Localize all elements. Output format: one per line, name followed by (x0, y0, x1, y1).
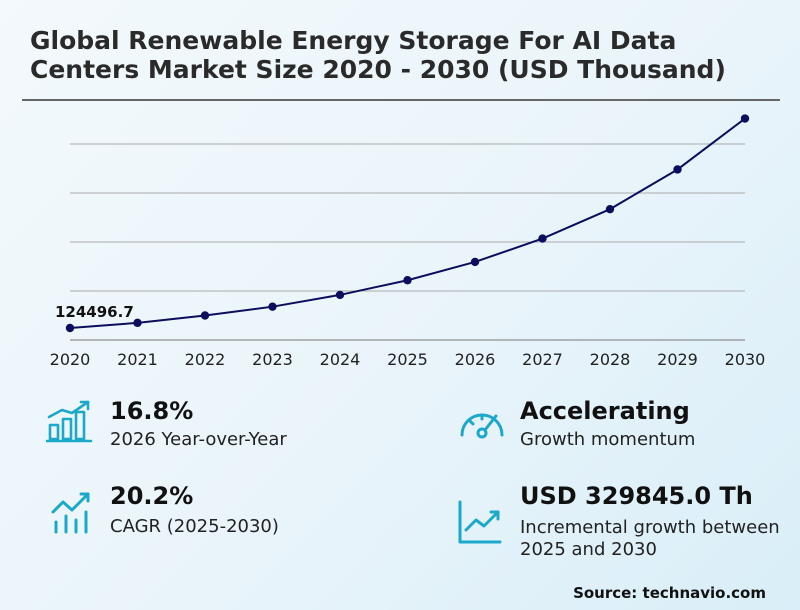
yoy-value: 16.8% (110, 397, 194, 425)
bar-growth-icon (46, 400, 93, 443)
source-note: Source: technavio.com (573, 584, 766, 602)
series-line (69, 117, 746, 329)
x-tick-label: 2030 (725, 350, 766, 369)
cagr-label: CAGR (2025-2030) (110, 516, 279, 537)
data-point (200, 311, 210, 320)
x-tick-label: 2026 (455, 350, 496, 369)
data-point (403, 276, 412, 285)
x-tick-label: 2020 (50, 350, 91, 369)
x-tick-label: 2022 (185, 350, 226, 369)
grid-lines (70, 143, 745, 341)
yoy-stat: 16.8% 2026 Year-over-Year (46, 395, 406, 455)
x-tick-label: 2027 (522, 350, 563, 369)
momentum-stat: Accelerating Growth momentum (456, 395, 796, 455)
x-axis-ticks: 2020 2021 2022 2023 2024 2025 2026 2027 2028 2029… (50, 350, 766, 369)
trend-bars-icon (51, 492, 90, 534)
x-tick-label: 2025 (387, 350, 428, 369)
incremental-label: Incremental growth between 2025 and 2030 (520, 517, 780, 560)
data-point (65, 323, 75, 333)
data-point (133, 318, 142, 328)
yoy-label: 2026 Year-over-Year (110, 429, 287, 450)
data-point (268, 302, 277, 311)
cagr-value: 20.2% (110, 482, 194, 510)
data-point (673, 165, 682, 174)
chart-title: Global Renewable Energy Storage For AI D… (30, 26, 726, 84)
x-tick-label: 2023 (252, 350, 293, 369)
data-point (605, 204, 615, 214)
incremental-value: USD 329845.0 Th (520, 482, 753, 510)
data-labels: 124496.7 (55, 303, 134, 321)
data-point (470, 257, 480, 267)
x-tick-label: 2028 (590, 350, 631, 369)
incremental-stat: USD 329845.0 Th Incremental growth betwe… (456, 480, 796, 570)
momentum-value: Accelerating (520, 397, 690, 425)
data-label: 124496.7 (55, 303, 134, 321)
title-divider (22, 99, 780, 101)
series-line-path (69, 117, 746, 329)
line-chart-icon (458, 500, 502, 544)
data-point (740, 114, 750, 123)
data-points (65, 114, 750, 333)
speedometer-icon (460, 413, 504, 439)
line-chart: 124496.7 2020 2021 2022 2023 2024 2025 2026 202… (50, 114, 766, 369)
data-point (538, 234, 547, 243)
x-tick-label: 2024 (320, 350, 361, 369)
x-tick-label: 2029 (657, 350, 698, 369)
x-tick-label: 2021 (117, 350, 158, 369)
momentum-label: Growth momentum (520, 429, 696, 450)
cagr-stat: 20.2% CAGR (2025-2030) (46, 480, 406, 550)
data-point (335, 290, 345, 300)
